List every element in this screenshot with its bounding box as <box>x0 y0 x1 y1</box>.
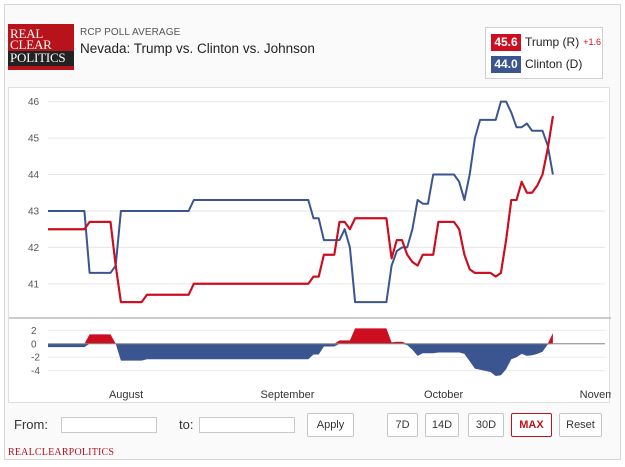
rcp-logo: REAL CLEAR POLITICS <box>8 24 74 70</box>
legend-name-clinton: Clinton (D) <box>525 57 583 71</box>
legend-value-trump: 45.6 <box>491 33 521 51</box>
series-line-clinton <box>48 100 554 304</box>
legend-value-clinton: 44.0 <box>491 55 521 73</box>
logo-line-2: CLEAR <box>10 37 52 52</box>
chart-svg: 41 42 43 44 45 46 2 0 -2 -4 August September October… <box>9 97 611 401</box>
series-line-trump-top <box>48 116 554 304</box>
date-range-controls: From: to: Apply 7D 14D 30D MAX Reset <box>8 408 610 438</box>
logo-line-3: POLITICS <box>8 51 74 66</box>
spread-y-tick-label--4: -4 <box>31 366 40 377</box>
spread-area-trump <box>48 328 553 344</box>
spread-area-clinton <box>48 343 553 376</box>
from-label: From: <box>14 417 48 432</box>
y-tick-label-42: 42 <box>28 243 40 254</box>
chart-area[interactable]: 41 42 43 44 45 46 2 0 -2 -4 August September October… <box>8 87 611 403</box>
x-tick-label-november: November <box>580 389 611 401</box>
range-max-button[interactable]: MAX <box>511 413 552 437</box>
y-tick-label-45: 45 <box>28 134 40 145</box>
legend-change-trump: +1.6 <box>583 37 601 47</box>
x-tick-label-october: October <box>424 389 463 401</box>
y-tick-label-46: 46 <box>28 97 40 108</box>
logo-line-1: REAL <box>10 26 44 41</box>
legend: 45.6 Trump (R) +1.6 44.0 Clinton (D) <box>485 27 603 79</box>
spread-y-tick-label--2: -2 <box>31 353 40 364</box>
spread-y-tick-label-2: 2 <box>31 326 37 337</box>
legend-item-trump[interactable]: 45.6 Trump (R) +1.6 <box>491 33 601 51</box>
legend-item-clinton[interactable]: 44.0 Clinton (D) <box>491 55 582 73</box>
x-tick-label-august: August <box>109 389 143 401</box>
reset-button[interactable]: Reset <box>559 413 602 437</box>
to-date-input[interactable] <box>199 417 295 433</box>
apply-button[interactable]: Apply <box>307 413 354 437</box>
y-tick-label-41: 41 <box>28 279 40 290</box>
poll-kicker: RCP POLL AVERAGE <box>80 27 181 38</box>
spread-y-tick-label-0: 0 <box>31 339 37 350</box>
footer-brand: REALCLEARPOLITICS <box>8 447 115 458</box>
legend-name-trump: Trump (R) <box>525 35 580 49</box>
y-tick-label-43: 43 <box>28 206 40 217</box>
series-line-trump <box>48 116 554 304</box>
range-14d-button[interactable]: 14D <box>425 413 459 437</box>
range-7d-button[interactable]: 7D <box>387 413 418 437</box>
x-tick-label-september: September <box>261 389 315 401</box>
from-date-input[interactable] <box>61 417 157 433</box>
chart-title: Nevada: Trump vs. Clinton vs. Johnson <box>80 41 315 56</box>
y-tick-label-44: 44 <box>28 170 40 181</box>
range-30d-button[interactable]: 30D <box>468 413 504 437</box>
to-label: to: <box>179 417 194 432</box>
